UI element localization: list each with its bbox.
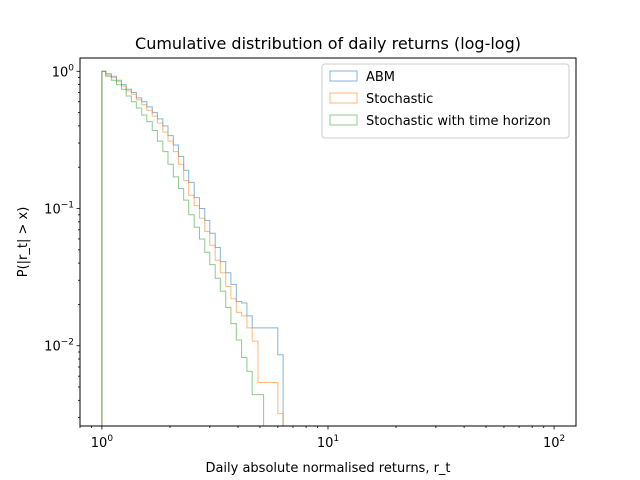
series-line (101, 70, 265, 426)
y-tick-label-base: 10 (44, 340, 61, 355)
legend-label: ABM (366, 70, 395, 85)
y-tick-label-base: 10 (52, 65, 69, 80)
legend: ABM Stochastic Stochastic with time horizo… (321, 63, 570, 139)
plot-area (101, 70, 284, 426)
y-tick-label-exp: 0 (68, 63, 74, 73)
x-tick-label-exp: 0 (107, 434, 113, 444)
x-tick-label: 102 (543, 434, 565, 451)
legend-swatch (329, 92, 358, 104)
x-tick-label: 101 (317, 434, 339, 451)
x-tick-label-exp: 1 (333, 434, 339, 444)
y-tick-label: 10−2 (44, 338, 74, 355)
x-tick-label-exp: 2 (559, 434, 565, 444)
x-axis-label: Daily absolute normalised returns, r_t (205, 461, 450, 476)
y-tick-label-base: 10 (44, 203, 61, 218)
x-tick-label-base: 10 (543, 436, 560, 451)
y-tick-label-exp: −1 (61, 201, 74, 211)
legend-entry: Stochastic (329, 92, 433, 107)
series-layer (101, 70, 284, 426)
y-tick-label: 100 (52, 63, 75, 80)
series-2 (101, 70, 284, 426)
x-tick-label: 100 (91, 434, 114, 451)
chart-title: Cumulative distribution of daily returns… (135, 34, 521, 53)
series-line (101, 70, 284, 426)
legend-label: Stochastic (366, 92, 433, 107)
legend-label: Stochastic with time horizon (366, 114, 551, 129)
y-tick-label-exp: −2 (61, 338, 74, 348)
legend-entry: Stochastic with time horizon (329, 114, 551, 129)
series-3 (101, 70, 265, 426)
legend-swatch (329, 114, 358, 126)
x-tick-label-base: 10 (317, 436, 334, 451)
y-tick-label: 10−1 (44, 201, 74, 218)
y-axis-label: P(|r_t| > x) (16, 207, 31, 278)
legend-entry: ABM (329, 70, 395, 85)
legend-box (321, 63, 570, 139)
x-tick-label-base: 10 (91, 436, 108, 451)
legend-swatch (329, 70, 358, 82)
axes-frame (79, 57, 577, 427)
